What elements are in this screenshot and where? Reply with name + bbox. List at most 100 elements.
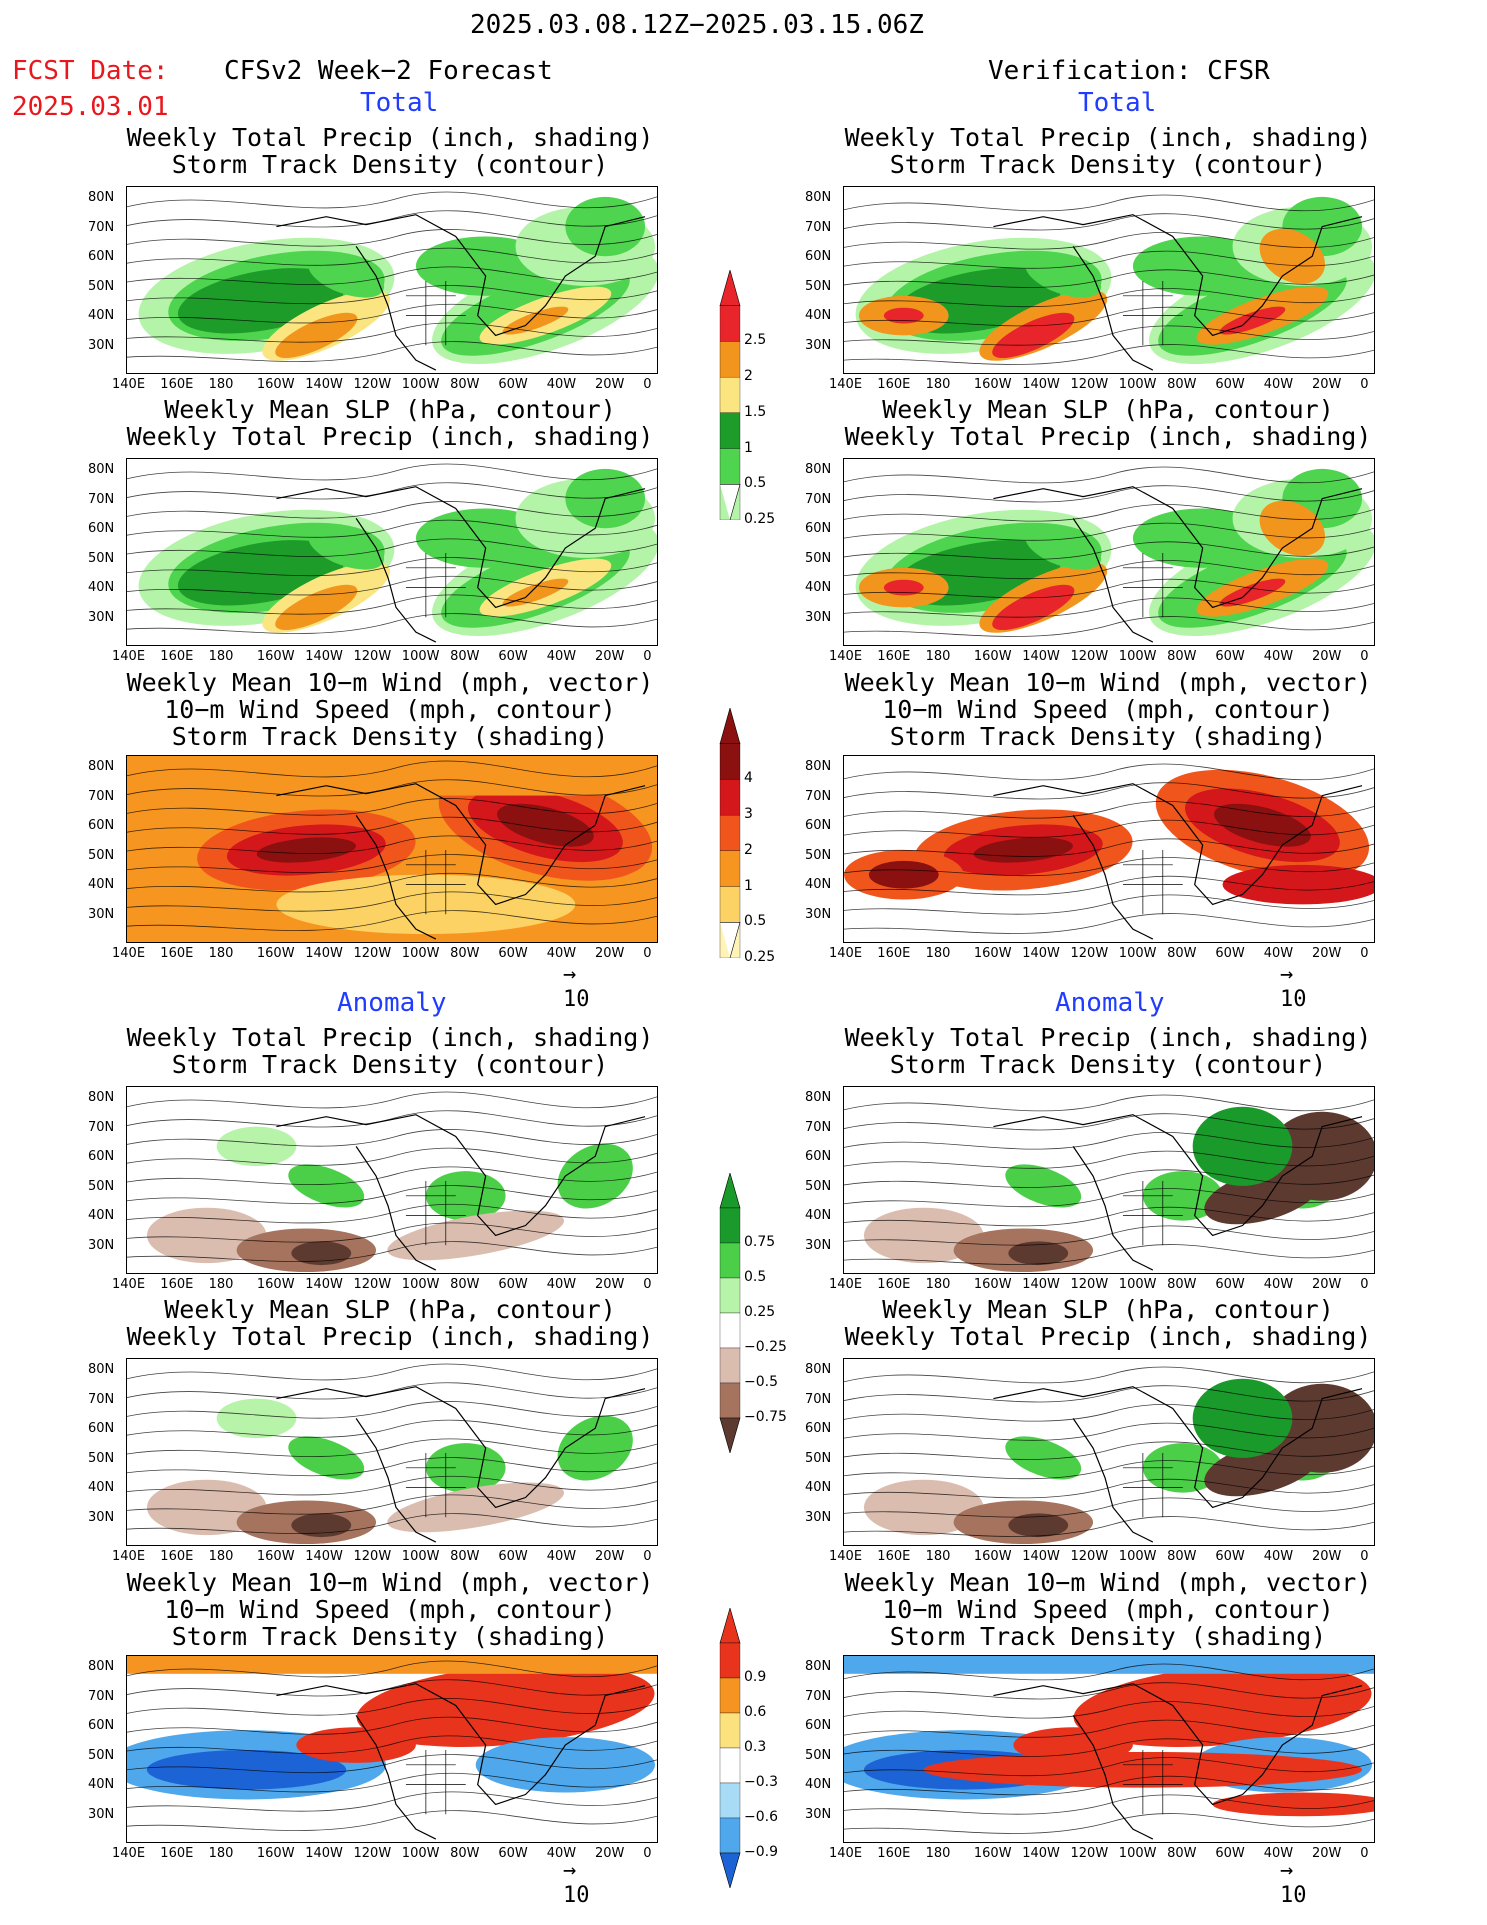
lon-tick-label: 60W	[498, 1277, 528, 1292]
map-graphic	[127, 1087, 657, 1273]
lon-tick-label: 140E	[112, 1549, 146, 1564]
lat-tick-label: 30N	[88, 1237, 115, 1253]
lon-tick-label: 0	[643, 1549, 652, 1564]
colorbar-label: 0.5	[744, 913, 767, 930]
lon-tick-label: 140W	[1022, 1549, 1060, 1564]
colorbar-wind_total	[718, 706, 741, 962]
lat-tick-label: 30N	[88, 1509, 115, 1525]
lat-tick-label: 80N	[88, 1659, 115, 1674]
left-map-1	[126, 186, 658, 374]
lat-tick-label: 60N	[805, 249, 832, 264]
lat-tick-label: 80N	[805, 1090, 832, 1105]
lon-tick-label: 80W	[450, 1549, 480, 1564]
left-panel-4-title: Weekly Total Precip (inch, shading) Storm…	[110, 1024, 670, 1078]
map-graphic	[127, 187, 657, 373]
right-total-label: Total	[1078, 88, 1157, 118]
lon-tick-label: 80W	[1167, 1549, 1197, 1564]
lat-tick-label: 30N	[805, 337, 832, 353]
vector-ref-left-top: → 10	[563, 962, 590, 1012]
lat-tick-label: 70N	[805, 1391, 832, 1407]
lat-tick-label: 30N	[88, 609, 115, 625]
lat-tick-label: 60N	[88, 818, 115, 833]
lon-tick-label: 140E	[829, 1277, 863, 1292]
lon-tick-label: 60W	[1215, 649, 1245, 664]
lon-tick-label: 160E	[160, 1846, 194, 1861]
right-map-6	[843, 1655, 1375, 1843]
right-map-3	[843, 755, 1375, 943]
lon-tick-label: 120W	[1070, 649, 1109, 664]
left-panel-3-title: Weekly Mean 10−m Wind (mph, vector) 10−m …	[110, 669, 670, 750]
lon-tick-label: 20W	[595, 946, 625, 961]
right-panel-6-title: Weekly Mean 10−m Wind (mph, vector) 10−m …	[828, 1569, 1388, 1650]
map-graphic	[844, 1359, 1374, 1545]
panel-title-line: Storm Track Density (contour)	[889, 1050, 1327, 1079]
lon-tick-label: 40W	[546, 946, 577, 961]
lon-tick-label: 20W	[595, 1277, 625, 1292]
map-graphic	[844, 459, 1374, 645]
lon-tick-label: 20W	[595, 377, 625, 392]
colorbar-label: 2	[744, 841, 753, 858]
lon-tick-label: 140W	[305, 377, 343, 392]
lat-tick-label: 40N	[805, 1208, 832, 1223]
lon-tick-label: 100W	[401, 649, 440, 664]
lon-tick-label: 160W	[973, 1846, 1012, 1861]
lon-tick-label: 140E	[829, 1549, 863, 1564]
map-graphic	[127, 1656, 657, 1842]
colorbar-label: −0.3	[744, 1774, 778, 1790]
lon-tick-label: 60W	[1215, 1846, 1245, 1861]
lon-tick-label: 40W	[1263, 377, 1294, 392]
lon-tick-label: 20W	[1312, 649, 1342, 664]
lat-tick-label: 40N	[88, 580, 115, 595]
lon-tick-label: 160E	[160, 946, 194, 961]
map-graphic	[127, 459, 657, 645]
lon-tick-label: 160W	[256, 377, 295, 392]
right-map-5	[843, 1358, 1375, 1546]
lon-tick-label: 120W	[1070, 1277, 1109, 1292]
lon-tick-label: 140W	[305, 1549, 343, 1564]
lat-tick-label: 60N	[88, 249, 115, 264]
lon-tick-label: 0	[1360, 946, 1369, 961]
lon-tick-label: 140W	[1022, 1277, 1060, 1292]
left-map-6	[126, 1655, 658, 1843]
lat-tick-label: 50N	[805, 550, 832, 566]
lon-tick-label: 0	[1360, 649, 1369, 664]
lon-tick-label: 60W	[498, 1846, 528, 1861]
lon-tick-label: 180	[208, 377, 234, 392]
lon-tick-label: 60W	[1215, 1277, 1245, 1292]
lon-tick-label: 0	[1360, 1277, 1369, 1292]
left-panel-6-title: Weekly Mean 10−m Wind (mph, vector) 10−m …	[110, 1569, 670, 1650]
lon-tick-label: 180	[925, 377, 951, 392]
lon-tick-label: 20W	[595, 649, 625, 664]
lon-tick-label: 120W	[353, 377, 392, 392]
map-graphic	[127, 1359, 657, 1545]
lon-tick-label: 0	[643, 946, 652, 961]
panel-title-line: Storm Track Density (shading)	[889, 1622, 1327, 1651]
panel-title-line: Storm Track Density (shading)	[889, 722, 1327, 751]
lon-tick-label: 100W	[1118, 1549, 1157, 1564]
lat-tick-label: 60N	[805, 1421, 832, 1436]
panel-title-line: Weekly Total Precip (inch, shading)	[126, 1322, 654, 1351]
lat-tick-label: 50N	[88, 1178, 115, 1194]
lat-tick-label: 50N	[805, 1450, 832, 1466]
colorbar-label: −0.75	[744, 1409, 787, 1425]
panel-title-line: Weekly Total Precip (inch, shading)	[844, 422, 1372, 451]
lon-tick-label: 60W	[498, 377, 528, 392]
lon-tick-label: 120W	[1070, 946, 1109, 961]
lon-tick-label: 80W	[450, 1277, 480, 1292]
lon-tick-label: 120W	[1070, 377, 1109, 392]
left-column-title: CFSv2 Week−2 Forecast	[224, 56, 553, 86]
left-panel-1-title: Weekly Total Precip (inch, shading) Storm…	[110, 124, 670, 178]
lon-tick-label: 140W	[305, 649, 343, 664]
lon-tick-label: 60W	[1215, 377, 1245, 392]
panel-title-line: Storm Track Density (shading)	[171, 722, 609, 751]
lon-tick-label: 140W	[305, 1846, 343, 1861]
lon-tick-label: 100W	[1118, 1846, 1157, 1861]
lon-tick-label: 160E	[877, 946, 911, 961]
map-graphic	[844, 1656, 1374, 1842]
panel-title-line: 10−m Wind Speed (mph, contour)	[164, 695, 616, 724]
panel-title-line: Weekly Mean SLP (hPa, contour)	[882, 1295, 1334, 1324]
lat-tick-label: 40N	[805, 580, 832, 595]
lon-tick-label: 80W	[450, 377, 480, 392]
lon-tick-label: 0	[1360, 1549, 1369, 1564]
lon-tick-label: 40W	[546, 1846, 577, 1861]
